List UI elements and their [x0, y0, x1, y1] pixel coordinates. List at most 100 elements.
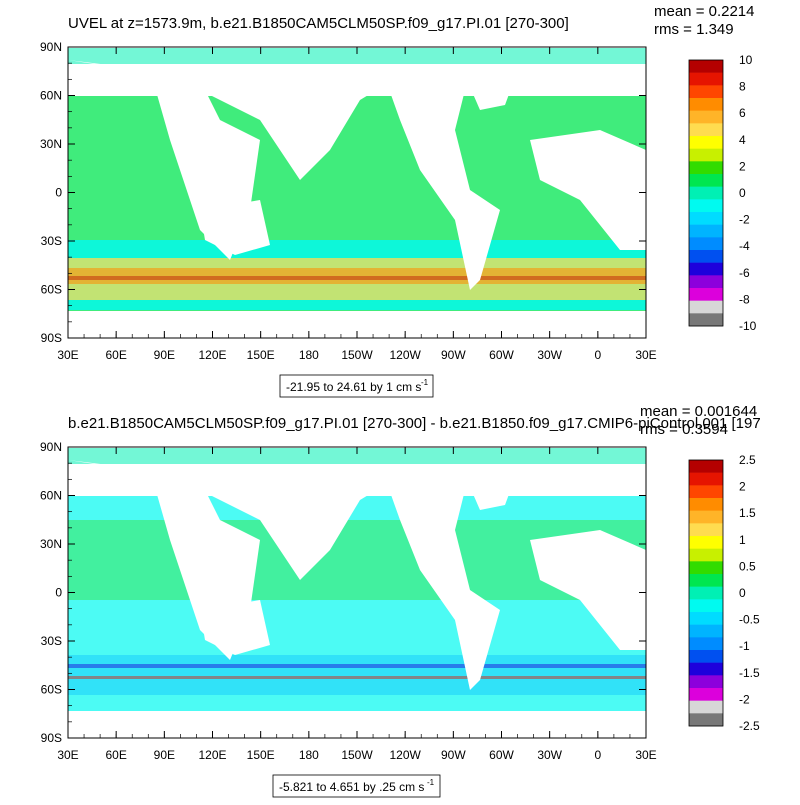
- colorbar-swatch: [689, 624, 723, 638]
- colorbar-frame: [688, 59, 724, 327]
- x-tick-label: 180: [299, 748, 319, 762]
- panel-2-map: [68, 448, 646, 738]
- y-tick-label: 0: [55, 186, 62, 200]
- colorbar-swatch: [689, 275, 723, 289]
- colorbar-swatch: [689, 136, 723, 149]
- colorbar-swatch: [689, 300, 723, 314]
- panel-2-range-box: -5.821 to 4.651 by .25 cm s -1: [272, 774, 441, 798]
- colorbar-swatch: [689, 199, 723, 213]
- x-tick-label: 150W: [341, 748, 373, 762]
- colorbar-label: 2.5: [739, 453, 756, 467]
- y-tick-label: 90N: [40, 40, 62, 54]
- colorbar-label: 1: [739, 533, 746, 547]
- land-australia: [200, 200, 270, 255]
- y-tick-label: 60N: [40, 89, 62, 103]
- colorbar-swatch: [689, 498, 723, 511]
- panel-2-rms: rms = 0.3594: [640, 421, 728, 438]
- panel-1-range-exp: -1: [421, 378, 429, 387]
- x-tick-label: 60W: [489, 348, 514, 362]
- x-tick-label: 90W: [441, 348, 466, 362]
- acc-band: [68, 655, 646, 695]
- y-tick-label: 30N: [40, 537, 62, 551]
- panel-1-title: UVEL at z=1573.9m, b.e21.B1850CAM5CLM50S…: [68, 15, 569, 32]
- x-tick-label: 60E: [105, 748, 126, 762]
- colorbar-swatch: [689, 700, 723, 714]
- land-greenland: [460, 464, 520, 510]
- colorbar-swatch: [689, 637, 723, 651]
- colorbar-label: -1: [739, 639, 750, 653]
- x-tick-label: 30W: [537, 348, 562, 362]
- colorbar-swatch: [689, 561, 723, 575]
- colorbar-swatch: [689, 288, 723, 301]
- x-tick-label: 150E: [247, 348, 275, 362]
- colorbar-label: 0.5: [739, 559, 756, 573]
- panel-2-range-exp: -1: [427, 778, 435, 787]
- colorbar-swatch: [689, 72, 723, 86]
- y-tick-label: 90S: [41, 731, 62, 745]
- colorbar-label: -6: [739, 266, 750, 280]
- ocean-field: [68, 496, 646, 711]
- land-americas: [380, 64, 500, 290]
- colorbar-swatch: [689, 98, 723, 111]
- colorbar-label: -4: [739, 239, 750, 253]
- panel-1: UVEL at z=1573.9m, b.e21.B1850CAM5CLM50S…: [40, 3, 757, 398]
- colorbar-label: 10: [739, 53, 753, 67]
- colorbar-label: -2: [739, 213, 750, 227]
- acc-streak-red: [68, 676, 646, 679]
- colorbar-swatch: [689, 148, 723, 162]
- colorbar-swatch: [689, 123, 723, 137]
- land-asia: [150, 64, 420, 180]
- x-tick-label: 30W: [537, 748, 562, 762]
- x-tick-label: 90E: [154, 348, 175, 362]
- colorbar-label: -2.5: [739, 719, 760, 733]
- panel-2-range-label: -5.821 to 4.651 by .25 cm s: [279, 780, 424, 794]
- x-tick-label: 0: [594, 748, 601, 762]
- panel-2: b.e21.B1850CAM5CLM50SP.f09_g17.PI.01 [27…: [40, 403, 761, 798]
- colorbar-label: 0: [739, 586, 746, 600]
- colorbar-swatch: [689, 460, 723, 473]
- y-tick-label: 0: [55, 586, 62, 600]
- colorbar-label: -1.5: [739, 666, 760, 680]
- x-tick-label: 120W: [389, 348, 421, 362]
- x-tick-label: 120W: [389, 748, 421, 762]
- colorbar-label: 0: [739, 186, 746, 200]
- colorbar-swatch: [689, 472, 723, 486]
- y-tick-label: 30S: [41, 634, 62, 648]
- panel-2-colorbar: 2.5 2 1.5 1 0.5 0 -0.5 -1 -1.5 -2 -2.5: [688, 453, 760, 733]
- colorbar-swatch: [689, 536, 723, 549]
- colorbar-label: 1.5: [739, 506, 756, 520]
- colorbar-swatch: [689, 212, 723, 225]
- acc-streak: [68, 664, 646, 668]
- y-tick-label: 60S: [41, 683, 62, 697]
- y-tick-label: 30N: [40, 137, 62, 151]
- x-tick-label: 90W: [441, 748, 466, 762]
- colorbar-label: -10: [739, 319, 757, 333]
- panel-1-range-label: -21.95 to 24.61 by 1 cm s: [286, 380, 421, 394]
- colorbar-label: -2: [739, 692, 750, 706]
- panel-1-rms: rms = 1.349: [654, 21, 734, 38]
- panel-2-mean: mean = 0.001644: [640, 403, 757, 420]
- land-asia: [150, 464, 420, 580]
- x-tick-label: 180: [299, 348, 319, 362]
- land-africa-east: [530, 530, 646, 650]
- panel-1-mean: mean = 0.2214: [654, 3, 755, 20]
- colorbar-swatch: [689, 60, 723, 73]
- colorbar-swatch: [689, 174, 723, 187]
- acc-core: [68, 268, 646, 284]
- x-tick-label: 90E: [154, 748, 175, 762]
- colorbar-swatch: [689, 186, 723, 200]
- colorbar-label: -0.5: [739, 613, 760, 627]
- land-arctic-gap: [68, 64, 646, 70]
- colorbar-swatch: [689, 485, 723, 499]
- land-africa-east: [530, 130, 646, 250]
- colorbar-swatch: [689, 250, 723, 263]
- x-tick-label: 30E: [635, 348, 656, 362]
- panel-1-map: [68, 48, 646, 338]
- colorbar-swatch: [689, 237, 723, 251]
- colorbar-label: 2: [739, 480, 746, 494]
- colorbar-label: 4: [739, 133, 746, 147]
- colorbar-swatch: [689, 161, 723, 175]
- x-tick-label: 0: [594, 348, 601, 362]
- colorbar-swatch: [689, 510, 723, 524]
